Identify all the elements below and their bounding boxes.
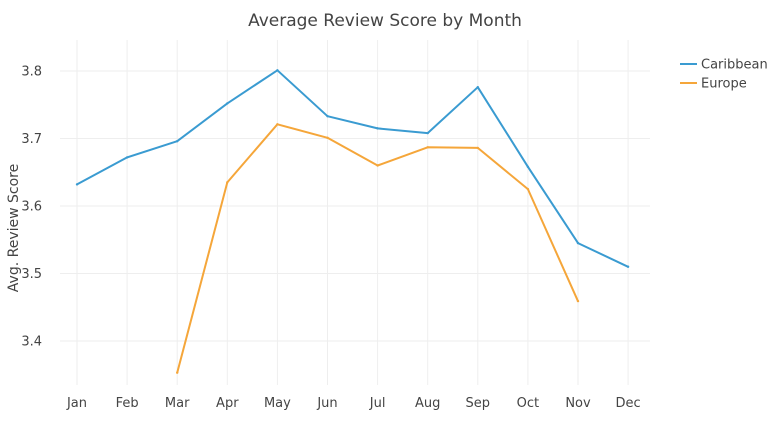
data-point-caribbean [476, 86, 479, 89]
x-tick-label: Nov [565, 396, 591, 411]
data-point-caribbean [326, 115, 329, 118]
series-line-caribbean [76, 69, 629, 268]
data-point-europe [426, 146, 429, 149]
data-point-europe [176, 371, 179, 374]
y-tick-label: 3.4 [21, 335, 42, 350]
data-point-caribbean [526, 165, 530, 169]
data-point-europe [226, 181, 229, 184]
legend-label: Europe [701, 77, 747, 92]
y-axis-label: Avg. Review Score [6, 164, 22, 292]
data-point-europe [476, 146, 479, 150]
x-tick-label: Sep [466, 396, 491, 411]
data-point-caribbean [626, 265, 630, 268]
gridlines [60, 40, 650, 385]
data-point-caribbean [376, 127, 379, 130]
legend: Caribbean Europe [680, 58, 768, 92]
y-axis-ticks: 3.4 3.5 3.6 3.7 3.8 [21, 65, 42, 350]
x-tick-label: Jul [369, 396, 386, 411]
x-axis-ticks: Jan Feb Mar Apr May Jun Jul Aug Sep Oct Nov Dec [66, 396, 641, 411]
series-lines [75, 69, 630, 374]
data-point-europe [526, 187, 530, 191]
data-point-caribbean [176, 140, 179, 143]
x-tick-label: Apr [216, 396, 239, 411]
data-point-europe [576, 299, 580, 303]
x-tick-label: Mar [165, 396, 190, 411]
data-point-europe [276, 123, 279, 126]
data-point-caribbean [75, 183, 79, 186]
x-tick-label: Jun [316, 396, 337, 411]
data-point-caribbean [426, 131, 429, 135]
x-tick-label: Feb [116, 396, 139, 411]
y-tick-label: 3.5 [21, 267, 42, 282]
data-point-caribbean [276, 69, 279, 72]
x-tick-label: Aug [415, 396, 440, 411]
y-tick-label: 3.8 [21, 65, 42, 80]
chart-title: Average Review Score by Month [248, 11, 522, 31]
x-tick-label: Jan [66, 396, 87, 411]
x-tick-label: Dec [616, 396, 641, 411]
data-point-caribbean [125, 156, 129, 159]
data-point-europe [326, 136, 329, 140]
legend-label: Caribbean [701, 58, 768, 73]
y-tick-label: 3.6 [21, 200, 42, 215]
data-point-caribbean [576, 241, 580, 245]
x-tick-label: Oct [517, 396, 539, 411]
data-point-europe [376, 164, 379, 167]
x-tick-label: May [264, 396, 291, 411]
y-tick-label: 3.7 [21, 132, 42, 147]
data-point-caribbean [226, 102, 229, 105]
